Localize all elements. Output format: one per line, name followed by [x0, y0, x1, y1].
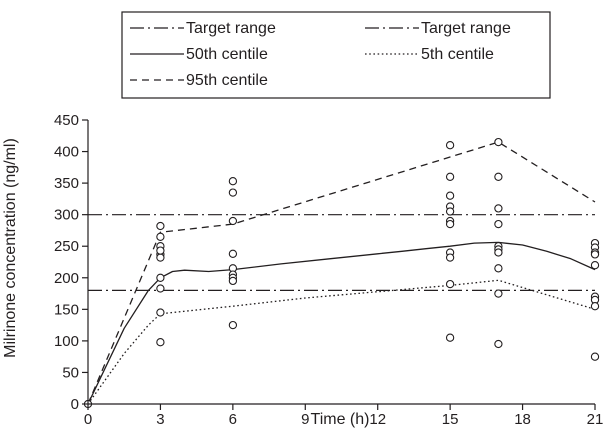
legend-label: Target range [186, 20, 276, 37]
data-point [495, 249, 502, 256]
data-point [495, 173, 502, 180]
series-line-50th-centile [88, 242, 595, 404]
data-point [447, 334, 454, 341]
x-tick-label: 0 [84, 411, 92, 428]
series-lines [88, 142, 595, 404]
data-point [157, 309, 164, 316]
y-tick-label: 100 [54, 333, 79, 350]
data-point [229, 189, 236, 196]
data-point [157, 339, 164, 346]
legend-label: 50th centile [186, 46, 268, 63]
legend: Target range Target range 50th centile 5th … [122, 12, 550, 98]
x-tick-label: 9 [301, 411, 309, 428]
data-point [229, 250, 236, 257]
data-point [591, 353, 598, 360]
data-point [495, 340, 502, 347]
data-point [157, 222, 164, 229]
data-point [157, 247, 164, 254]
data-point [591, 251, 598, 258]
x-tick-label: 3 [156, 411, 164, 428]
x-tick-label: 21 [587, 411, 604, 428]
y-tick-label: 0 [71, 396, 79, 413]
data-point [447, 254, 454, 261]
plot-area [84, 139, 598, 408]
x-axis-title: Time (h) [311, 411, 370, 428]
x-tick-label: 18 [514, 411, 531, 428]
y-tick-label: 300 [54, 207, 79, 224]
legend-label: Target range [421, 20, 511, 37]
y-tick-label: 50 [62, 364, 79, 381]
data-point [495, 221, 502, 228]
observation-points [84, 139, 598, 408]
y-tick-label: 400 [54, 144, 79, 161]
data-point [447, 142, 454, 149]
data-point [591, 262, 598, 269]
data-point [157, 254, 164, 261]
legend-label: 95th centile [186, 72, 268, 89]
data-point [447, 281, 454, 288]
data-point [157, 274, 164, 281]
data-point [495, 139, 502, 146]
data-point [447, 208, 454, 215]
data-point [447, 173, 454, 180]
data-point [229, 178, 236, 185]
data-point [229, 217, 236, 224]
series-line-95th-centile [88, 142, 595, 404]
legend-label: 5th centile [421, 46, 494, 63]
data-point [495, 290, 502, 297]
y-tick-label: 450 [54, 112, 79, 129]
data-point [157, 233, 164, 240]
data-point [447, 192, 454, 199]
x-tick-label: 6 [229, 411, 237, 428]
data-point [447, 221, 454, 228]
y-axis-title: Milrinone concentration (ng/ml) [2, 138, 19, 358]
y-tick-label: 350 [54, 175, 79, 192]
data-point [229, 277, 236, 284]
data-point [229, 322, 236, 329]
x-tick-label: 15 [442, 411, 459, 428]
x-tick-label: 12 [369, 411, 386, 428]
data-point [591, 303, 598, 310]
y-tick-label: 150 [54, 301, 79, 318]
axes: 0 50 100 150 200 250 300 350 400 450 0 3 6 9 12 15 18 21 [54, 112, 603, 428]
y-tick-label: 250 [54, 238, 79, 255]
data-point [495, 205, 502, 212]
y-tick-label: 200 [54, 270, 79, 287]
data-point [157, 285, 164, 292]
data-point [495, 265, 502, 272]
